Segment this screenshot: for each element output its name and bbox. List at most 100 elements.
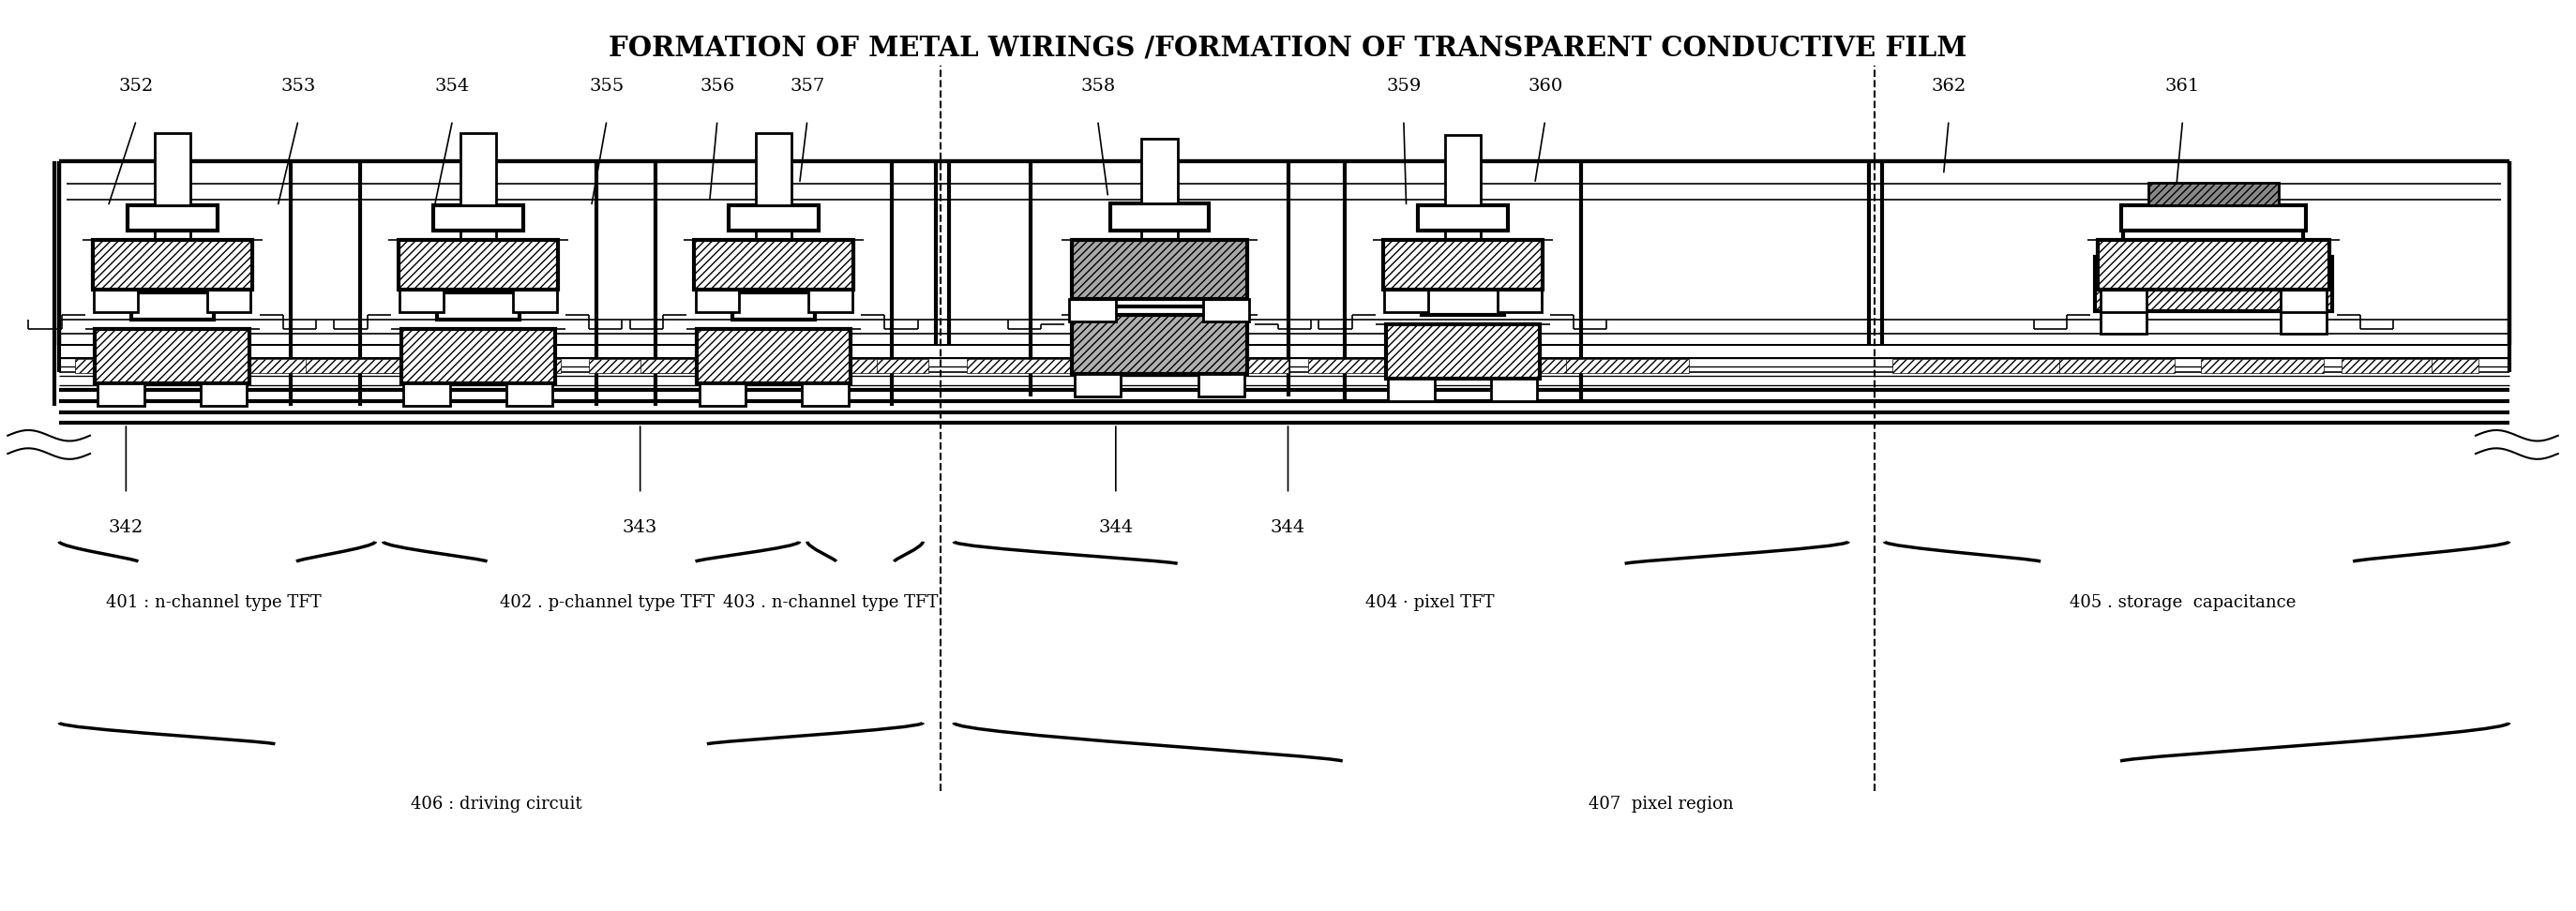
- Text: 403 . n-channel type TFT: 403 . n-channel type TFT: [724, 594, 938, 610]
- Text: 357: 357: [791, 78, 824, 95]
- Text: 354: 354: [435, 78, 469, 95]
- Text: 362: 362: [1932, 78, 1965, 95]
- Bar: [1383, 290, 1427, 312]
- Bar: [1383, 240, 1543, 290]
- Bar: [1095, 359, 1288, 374]
- Bar: [1893, 359, 2058, 374]
- Text: 359: 359: [1386, 78, 1422, 95]
- Bar: [1422, 288, 1504, 315]
- Bar: [755, 220, 791, 292]
- Bar: [404, 383, 451, 405]
- Bar: [98, 383, 144, 405]
- Bar: [641, 359, 840, 374]
- Bar: [755, 133, 791, 206]
- Bar: [1388, 378, 1435, 401]
- Bar: [1309, 359, 1443, 374]
- Bar: [155, 220, 191, 292]
- Text: 404 · pixel TFT: 404 · pixel TFT: [1365, 594, 1494, 610]
- Bar: [1072, 315, 1247, 374]
- Bar: [1445, 135, 1481, 206]
- Bar: [2148, 183, 2277, 206]
- Bar: [201, 383, 247, 405]
- Text: 353: 353: [281, 78, 317, 95]
- Bar: [1072, 240, 1247, 299]
- Text: 407  pixel region: 407 pixel region: [1589, 796, 1734, 813]
- Bar: [1069, 299, 1115, 322]
- Bar: [1110, 279, 1208, 306]
- Bar: [2280, 290, 2326, 312]
- Bar: [433, 206, 523, 230]
- Bar: [729, 206, 819, 230]
- Bar: [1497, 290, 1540, 312]
- Bar: [2097, 240, 2329, 290]
- Bar: [2094, 257, 2331, 312]
- Bar: [1386, 324, 1540, 378]
- Bar: [399, 290, 443, 312]
- Bar: [809, 290, 853, 312]
- Bar: [1566, 359, 1690, 374]
- Bar: [1198, 374, 1244, 396]
- Bar: [2123, 222, 2303, 248]
- Bar: [75, 359, 209, 374]
- Text: 358: 358: [1079, 78, 1115, 95]
- Bar: [732, 292, 814, 320]
- Bar: [966, 359, 1082, 374]
- Bar: [693, 240, 853, 290]
- Bar: [2120, 206, 2306, 230]
- Bar: [1141, 138, 1177, 204]
- Bar: [155, 133, 191, 206]
- Bar: [2099, 290, 2146, 312]
- Text: 344: 344: [1097, 519, 1133, 536]
- Bar: [801, 383, 848, 405]
- Bar: [402, 329, 556, 383]
- Bar: [1203, 299, 1249, 322]
- Bar: [696, 290, 739, 312]
- Bar: [402, 359, 562, 374]
- Bar: [2200, 359, 2324, 374]
- Bar: [1417, 206, 1507, 230]
- Bar: [438, 292, 520, 320]
- Bar: [2099, 312, 2146, 334]
- Bar: [2280, 312, 2326, 334]
- Bar: [461, 220, 497, 292]
- Bar: [876, 359, 927, 374]
- Text: 355: 355: [590, 78, 623, 95]
- Bar: [95, 329, 250, 383]
- Text: 360: 360: [1528, 78, 1564, 95]
- Bar: [131, 292, 214, 320]
- Text: 356: 356: [701, 78, 734, 95]
- Bar: [513, 290, 556, 312]
- Text: 352: 352: [118, 78, 155, 95]
- Text: 343: 343: [623, 519, 657, 536]
- Bar: [307, 359, 507, 374]
- Bar: [157, 359, 428, 374]
- Bar: [507, 383, 554, 405]
- Bar: [126, 206, 216, 230]
- Bar: [399, 240, 559, 290]
- Bar: [1445, 220, 1481, 288]
- Bar: [1412, 359, 1579, 374]
- Bar: [2342, 359, 2445, 374]
- Bar: [752, 359, 881, 374]
- Text: 406 : driving circuit: 406 : driving circuit: [410, 796, 582, 813]
- Bar: [698, 383, 744, 405]
- Text: 401 : n-channel type TFT: 401 : n-channel type TFT: [106, 594, 322, 610]
- Bar: [93, 240, 252, 290]
- Bar: [2432, 359, 2478, 374]
- Text: 405 . storage  capacitance: 405 . storage capacitance: [2069, 594, 2295, 610]
- Text: FORMATION OF METAL WIRINGS /FORMATION OF TRANSPARENT CONDUCTIVE FILM: FORMATION OF METAL WIRINGS /FORMATION OF…: [608, 35, 1968, 61]
- Bar: [1141, 220, 1177, 279]
- Text: 344: 344: [1270, 519, 1306, 536]
- Text: 361: 361: [2166, 78, 2200, 95]
- Bar: [696, 329, 850, 383]
- Bar: [1492, 378, 1538, 401]
- Bar: [2058, 359, 2174, 374]
- Bar: [461, 133, 497, 206]
- Text: 342: 342: [108, 519, 144, 536]
- Bar: [1074, 374, 1121, 396]
- Bar: [1110, 204, 1208, 230]
- Bar: [590, 359, 721, 374]
- Text: 402 . p-channel type TFT: 402 . p-channel type TFT: [500, 594, 714, 610]
- Bar: [206, 290, 250, 312]
- Bar: [93, 290, 137, 312]
